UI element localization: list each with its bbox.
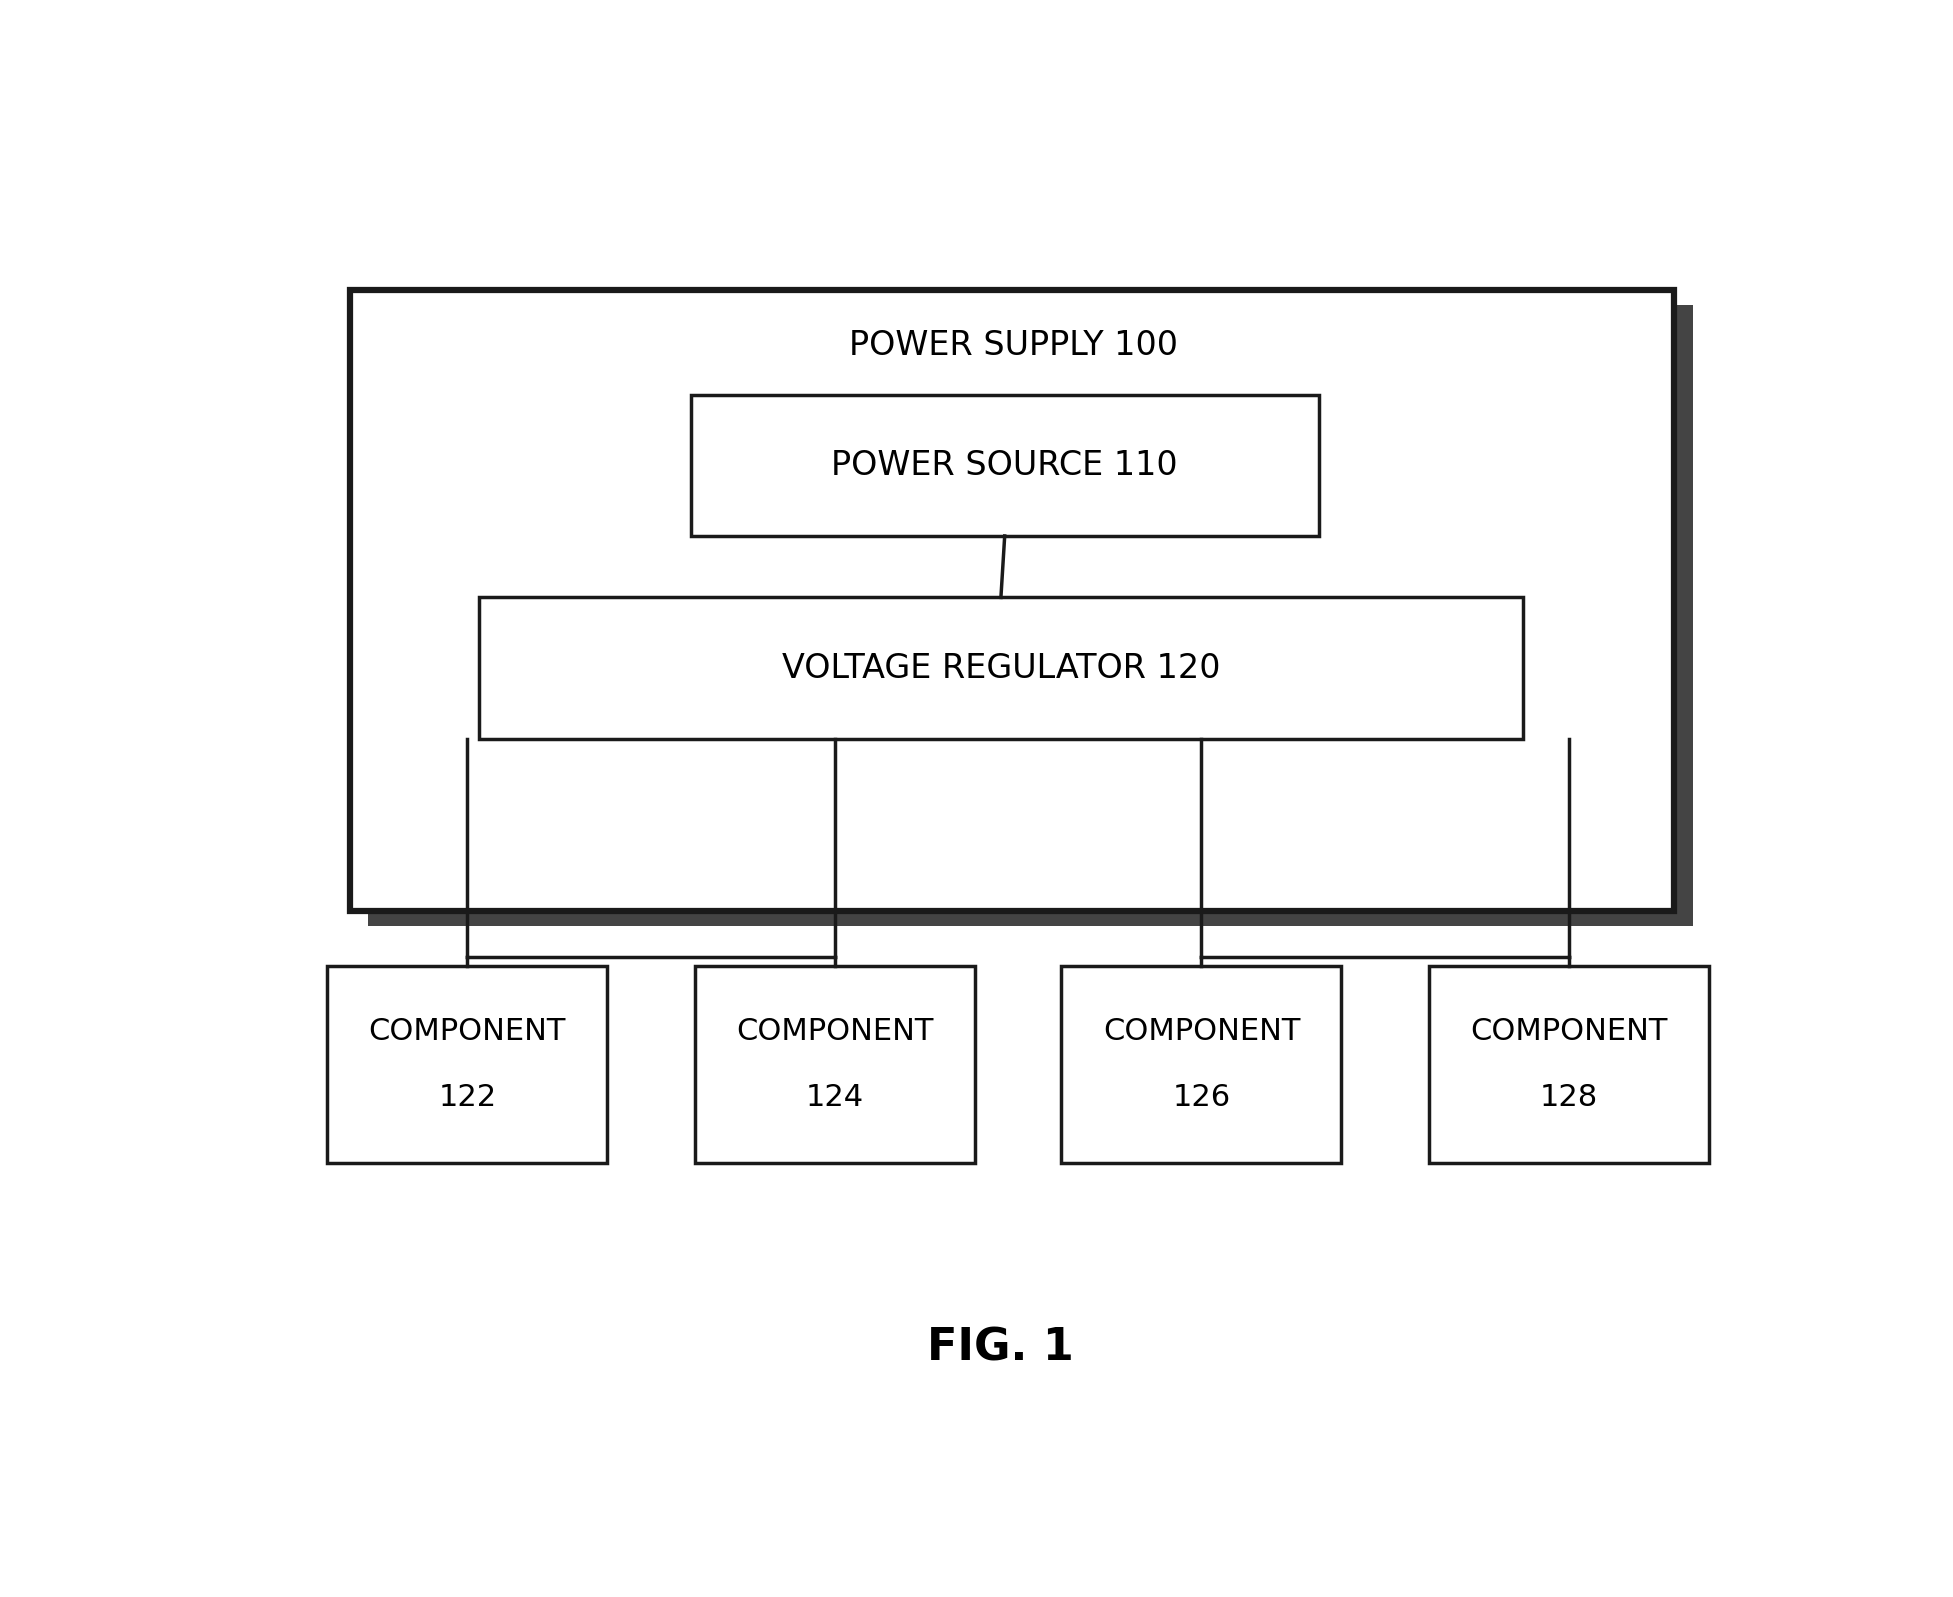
- Text: POWER SOURCE 110: POWER SOURCE 110: [832, 449, 1178, 482]
- Text: 126: 126: [1172, 1083, 1230, 1113]
- Bar: [691, 394, 1318, 537]
- Text: VOLTAGE REGULATOR 120: VOLTAGE REGULATOR 120: [781, 652, 1221, 685]
- Text: 122: 122: [437, 1083, 496, 1113]
- Bar: [1062, 966, 1342, 1163]
- Text: 128: 128: [1541, 1083, 1598, 1113]
- Text: 124: 124: [807, 1083, 865, 1113]
- Bar: [478, 597, 1523, 739]
- Bar: [1430, 966, 1709, 1163]
- Text: COMPONENT: COMPONENT: [1103, 1017, 1301, 1046]
- Bar: [328, 966, 607, 1163]
- Text: COMPONENT: COMPONENT: [1471, 1017, 1668, 1046]
- Text: POWER SUPPLY 100: POWER SUPPLY 100: [848, 329, 1178, 363]
- Bar: [695, 966, 975, 1163]
- Text: COMPONENT: COMPONENT: [369, 1017, 566, 1046]
- Bar: [350, 291, 1674, 910]
- Bar: [369, 305, 1693, 926]
- Text: COMPONENT: COMPONENT: [736, 1017, 934, 1046]
- Text: FIG. 1: FIG. 1: [928, 1326, 1074, 1369]
